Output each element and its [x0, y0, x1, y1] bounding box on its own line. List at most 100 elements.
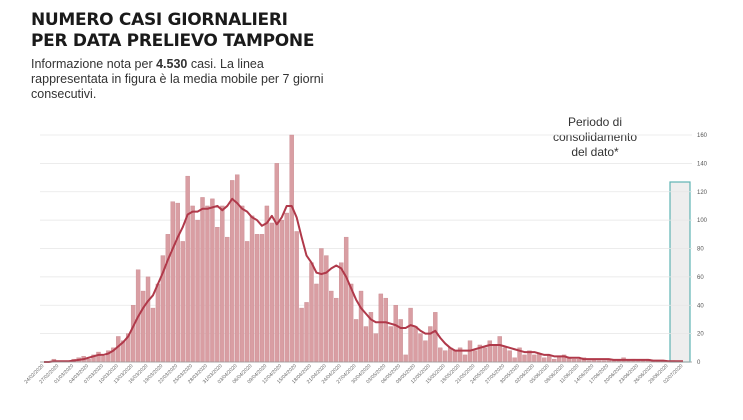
bar: [185, 175, 190, 363]
bar: [507, 350, 512, 363]
subtitle-text: casi. La linea rappresentata in figura è…: [31, 57, 324, 101]
bar: [274, 163, 280, 363]
title: NUMERO CASI GIORNALIERI PER DATA PRELIEV…: [31, 10, 314, 52]
bar: [398, 319, 403, 363]
bar: [259, 234, 265, 363]
bar: [140, 290, 146, 363]
bar: [443, 350, 448, 363]
bar: [155, 283, 161, 363]
y-tick-label: 60: [697, 275, 704, 281]
bar: [423, 340, 428, 363]
bar: [383, 297, 388, 363]
bar: [492, 344, 497, 363]
bar: [388, 326, 393, 363]
bar: [269, 222, 275, 363]
bar: [452, 350, 458, 363]
bar: [175, 202, 180, 363]
bar: [462, 354, 468, 363]
bar: [170, 201, 175, 363]
bar: [180, 241, 185, 363]
bar: [447, 347, 453, 363]
bar: [244, 241, 250, 363]
bar: [576, 358, 582, 363]
bar: [86, 358, 91, 363]
y-tick-label: 140: [697, 161, 708, 167]
bar: [353, 319, 359, 363]
annotation: Periodo di consolidamento del dato*: [540, 115, 650, 160]
bar: [393, 305, 398, 363]
bar: [239, 205, 245, 363]
bar: [150, 307, 156, 363]
bar: [363, 326, 369, 363]
bar: [165, 234, 171, 363]
bar: [200, 197, 205, 363]
bar: [210, 198, 215, 363]
title-line: NUMERO CASI GIORNALIERI: [31, 10, 288, 30]
y-tick-label: 0: [697, 360, 701, 366]
bar: [542, 357, 547, 363]
bar: [482, 347, 488, 363]
bar: [205, 205, 210, 363]
bar: [225, 236, 230, 363]
bar: [487, 340, 493, 363]
bar: [472, 350, 478, 363]
bar: [413, 326, 418, 363]
bar: [378, 293, 384, 363]
annotation-line: del dato*: [571, 145, 619, 159]
y-tick-label: 120: [697, 190, 708, 196]
bar: [284, 212, 289, 363]
bar: [339, 262, 344, 363]
bar: [373, 333, 379, 363]
bar: [438, 347, 443, 363]
bar: [145, 276, 151, 363]
y-tick-label: 80: [697, 247, 704, 253]
bar: [319, 248, 324, 363]
bar: [195, 219, 200, 363]
bar: [433, 312, 438, 363]
consolidation-box: [669, 181, 691, 363]
subtitle-text: Informazione nota per: [31, 57, 157, 71]
bar: [254, 234, 260, 363]
bar: [249, 215, 255, 363]
bar: [220, 205, 225, 363]
bars: [51, 134, 676, 363]
annotation-line: Periodo di: [567, 115, 623, 129]
subtitle-count: 4.530: [156, 57, 188, 71]
bar: [264, 205, 270, 363]
bar: [571, 358, 577, 363]
annotation-line: consolidamento: [552, 130, 638, 144]
bar: [502, 347, 507, 363]
bar: [408, 307, 413, 363]
bar: [96, 351, 101, 363]
bar: [294, 231, 299, 363]
y-tick-label: 20: [697, 332, 704, 338]
moving-average-line: [44, 197, 683, 363]
bar: [309, 262, 314, 363]
bar: [522, 354, 527, 363]
bar: [552, 358, 557, 363]
bar: [532, 354, 537, 363]
bar: [512, 357, 517, 363]
y-tick-label: 100: [697, 218, 708, 224]
bar: [304, 302, 309, 363]
bar: [190, 205, 195, 363]
bar: [230, 180, 235, 363]
y-tick-label: 40: [697, 303, 704, 309]
bar: [116, 336, 121, 363]
bar: [358, 290, 364, 363]
bar: [334, 297, 339, 363]
bar: [497, 336, 502, 363]
bar: [101, 356, 106, 363]
bar: [314, 283, 319, 363]
y-tick-label: 160: [697, 133, 708, 139]
bar: [329, 290, 334, 363]
bar: [418, 333, 423, 363]
bar: [279, 219, 284, 363]
bar: [215, 227, 220, 363]
bar: [289, 134, 294, 363]
subtitle: Informazione nota per 4.530 casi. La lin…: [31, 57, 336, 102]
bar: [130, 305, 136, 363]
title-line: PER DATA PRELIEVO TAMPONE: [31, 31, 315, 51]
